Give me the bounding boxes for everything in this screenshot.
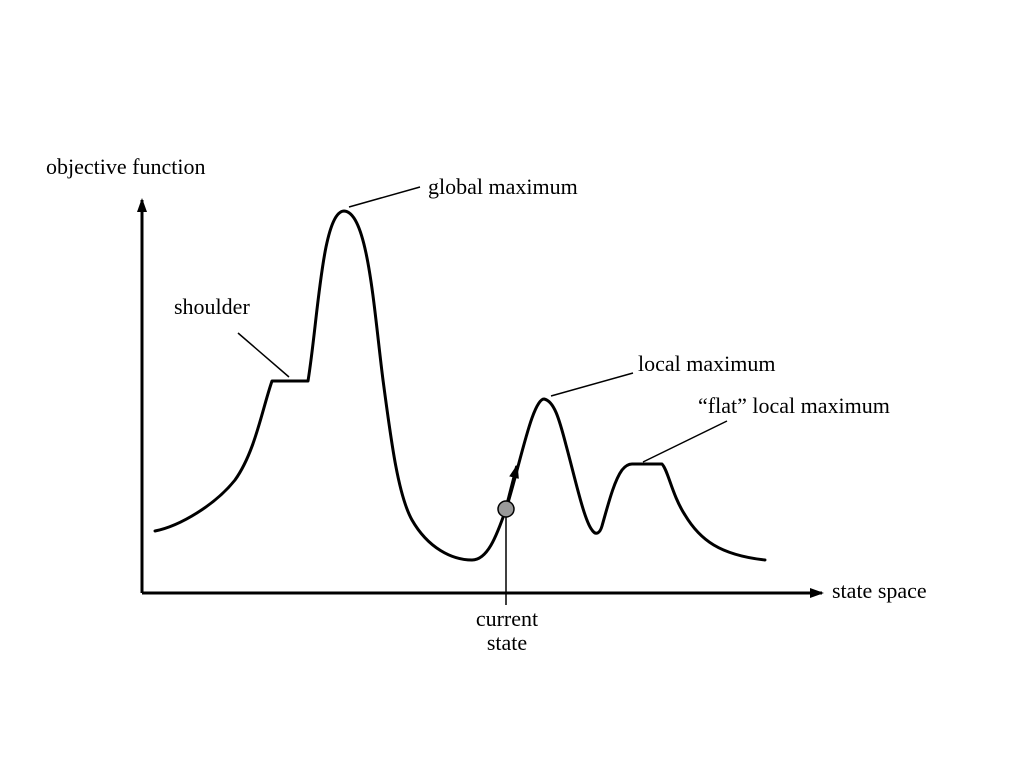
current-state-label-line1: current bbox=[476, 606, 538, 631]
flat-local-maximum-leader bbox=[642, 420, 728, 463]
current-state-label-line2: state bbox=[487, 630, 527, 655]
local-maximum-label: local maximum bbox=[638, 351, 775, 376]
landscape-curve bbox=[153, 209, 767, 562]
local-maximum-leader bbox=[550, 372, 634, 397]
shoulder-label: shoulder bbox=[174, 294, 250, 319]
global-maximum-label: global maximum bbox=[428, 174, 578, 199]
shoulder-leader bbox=[237, 332, 290, 378]
current-state-marker bbox=[497, 500, 515, 518]
flat-local-maximum-label: “flat” local maximum bbox=[698, 393, 890, 418]
x-axis-label: state space bbox=[832, 578, 927, 603]
global-maximum-leader bbox=[348, 186, 421, 208]
y-axis-label: objective function bbox=[46, 154, 205, 179]
